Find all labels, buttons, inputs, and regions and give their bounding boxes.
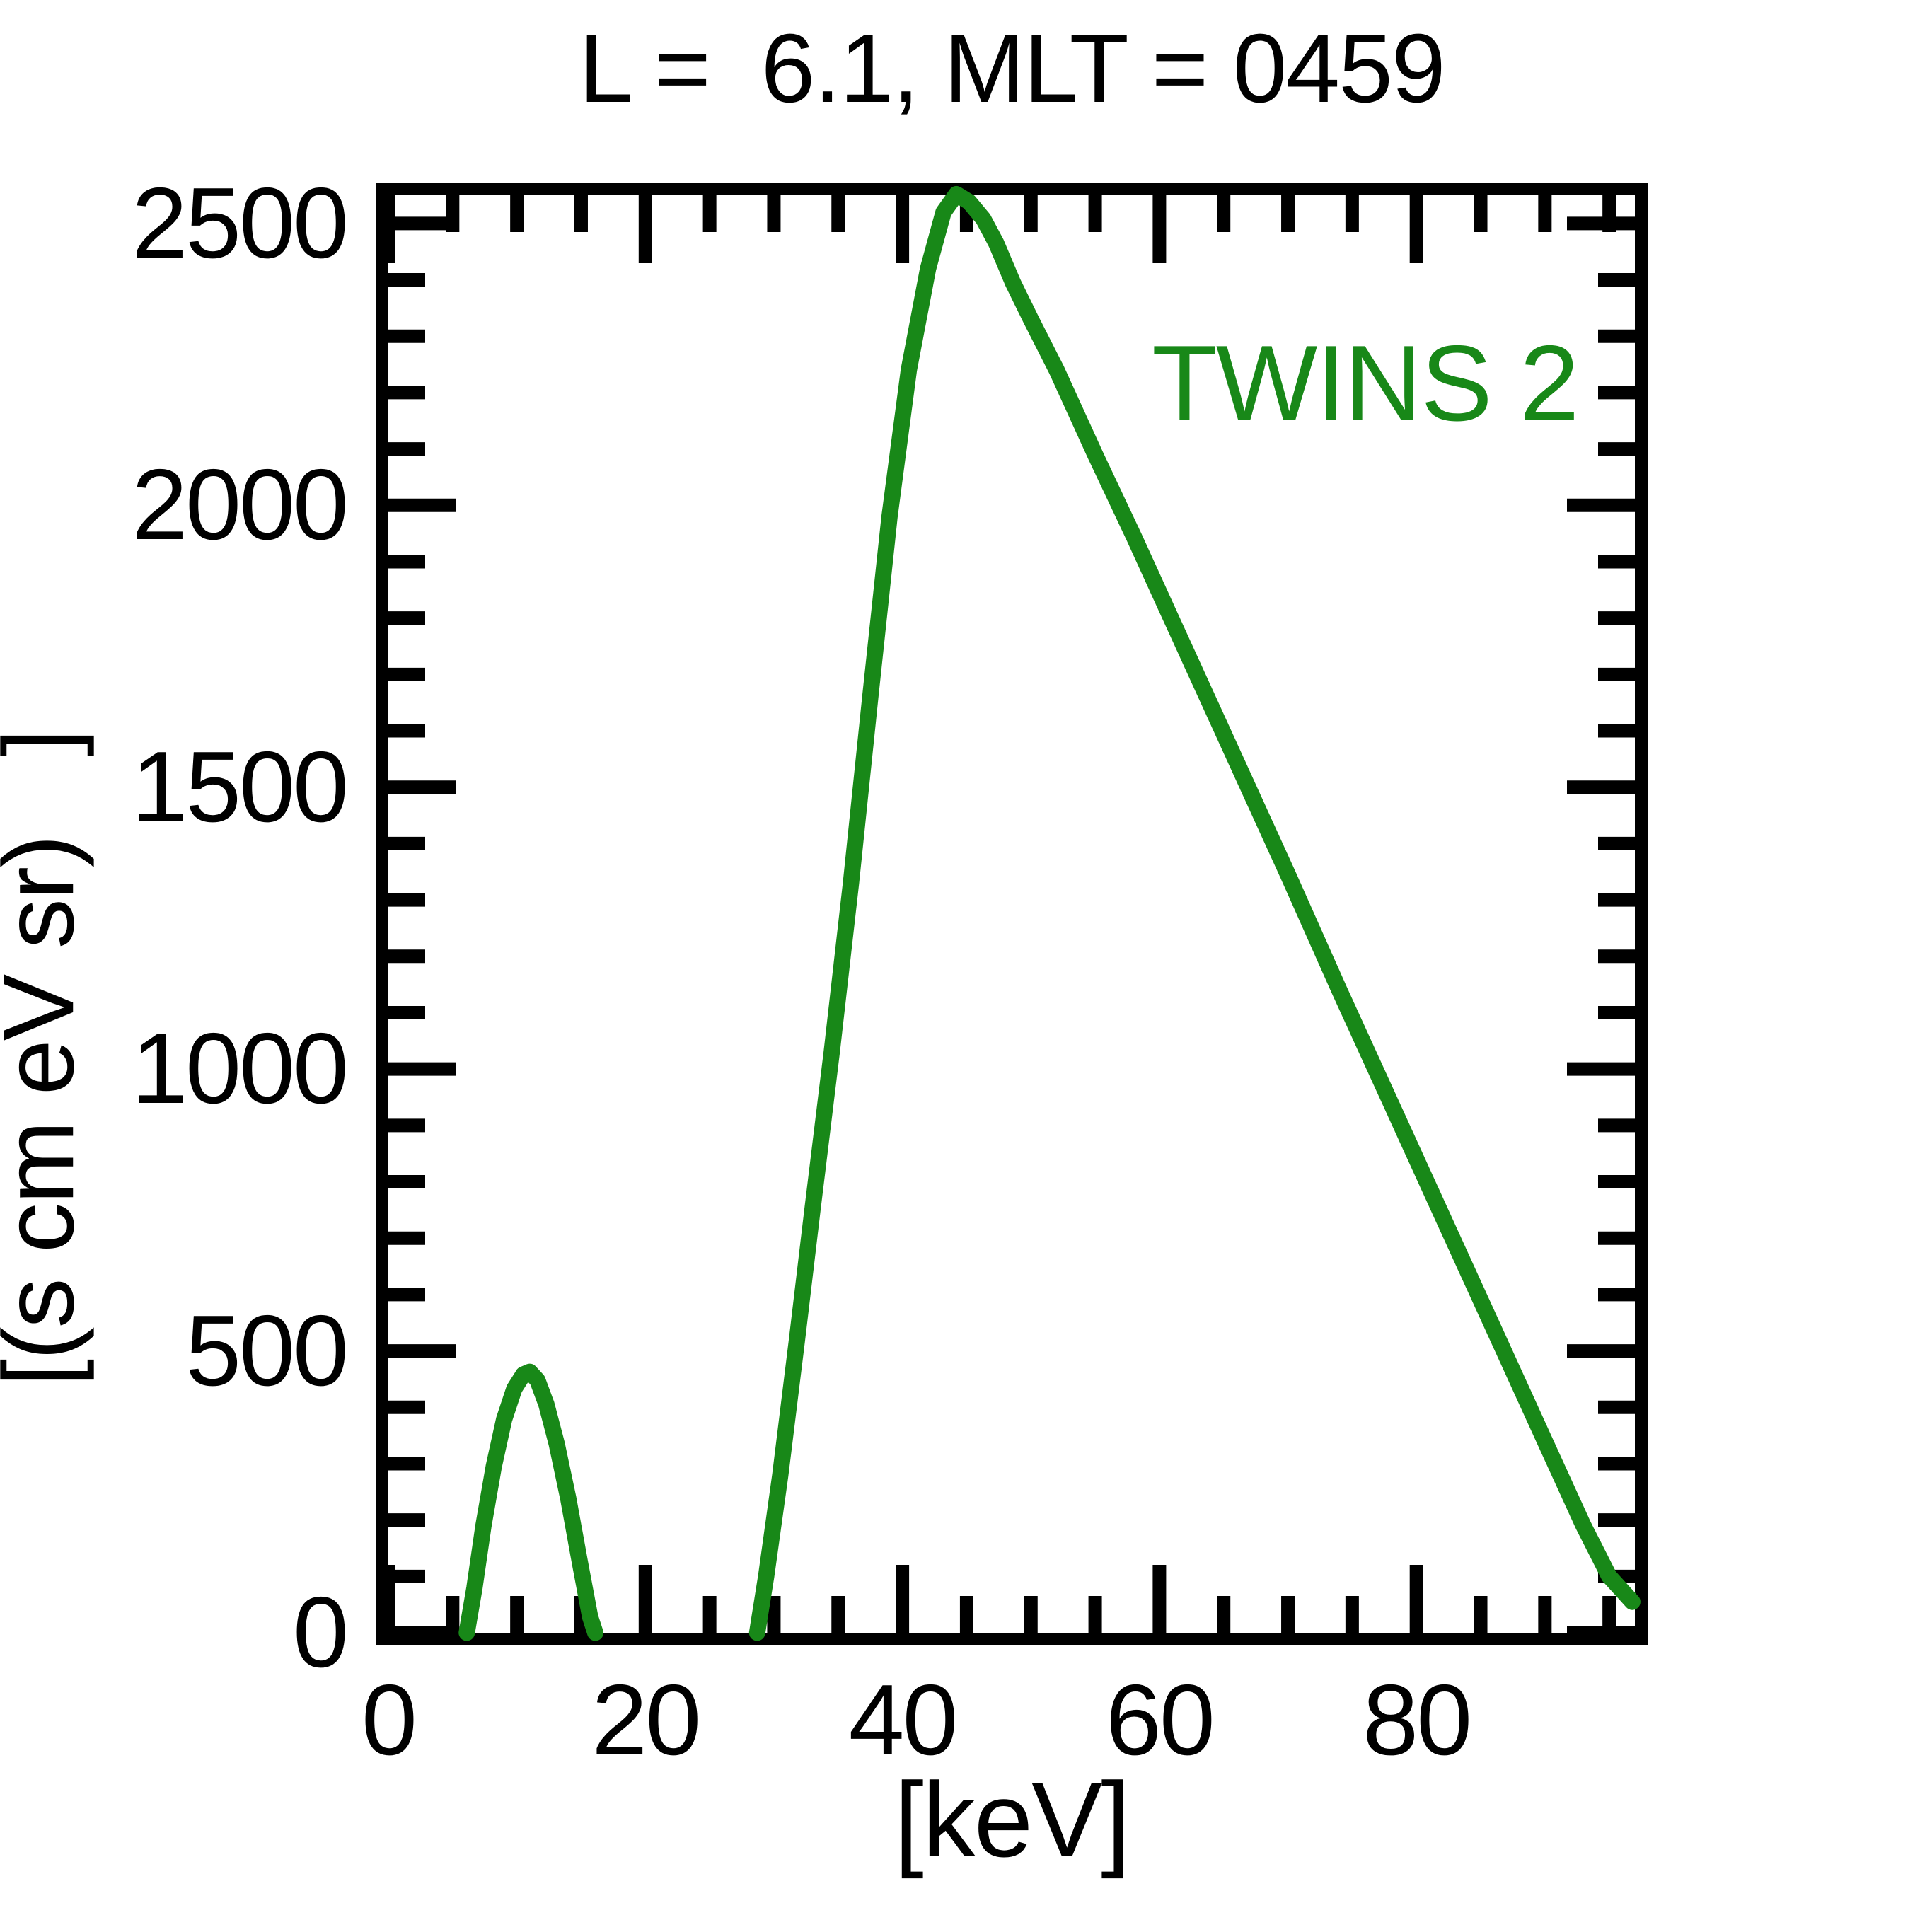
x-tick-label: 80 [1363,1664,1472,1776]
y-tick-label: 2000 [132,449,349,562]
x-axis-label: [keV] [894,1760,1130,1879]
y-tick-label: 2500 [132,166,349,279]
chart-title: L = 6.1, MLT = 0459 [579,14,1445,123]
series-line-twins-2 [748,185,1641,1641]
plot-area [381,185,1641,1641]
series-line-twins-2 [458,1363,603,1641]
x-tick-label: 60 [1105,1664,1215,1776]
legend-label-twins2: TWINS 2 [1152,323,1579,444]
y-tick-label: 500 [185,1294,349,1407]
x-tick-label: 40 [848,1664,959,1776]
x-tick-label: 0 [361,1664,417,1776]
y-tick-label: 1500 [132,730,349,843]
y-tick-label: 0 [293,1576,349,1689]
y-tick-label: 1000 [132,1012,349,1126]
x-tick-label: 20 [591,1664,701,1776]
plot-frame [376,183,1648,1645]
